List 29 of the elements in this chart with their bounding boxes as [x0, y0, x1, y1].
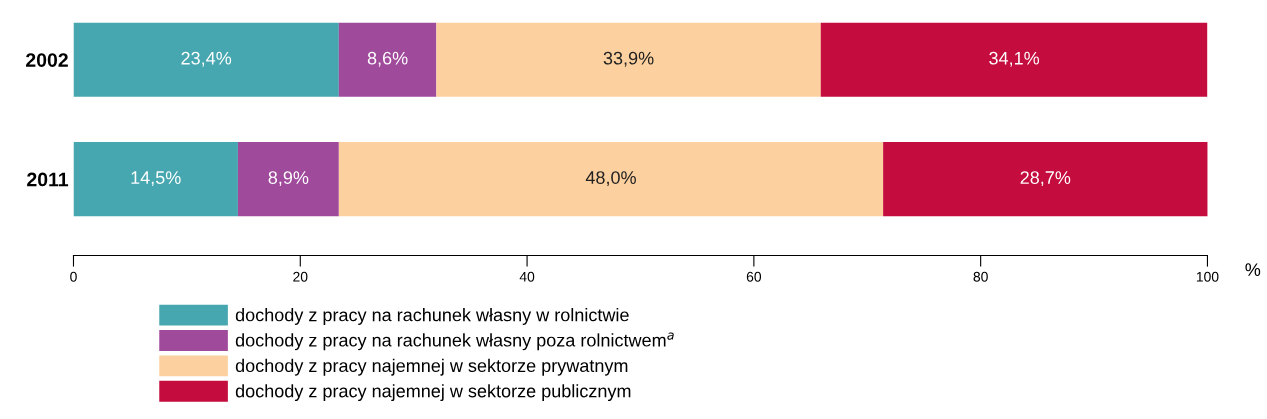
- legend-label: dochody z pracy najemnej w sektorze publicznym: [235, 384, 631, 401]
- data-label: 8,6%: [367, 51, 408, 67]
- bar: [73, 142, 238, 217]
- x-tick-label: 80: [973, 271, 988, 282]
- bar: [338, 142, 884, 217]
- data-label: 8,9%: [268, 171, 309, 187]
- data-label: 14,5%: [131, 171, 181, 187]
- data-label: 23,4%: [181, 51, 232, 67]
- y-tick-label: 2011: [27, 172, 69, 187]
- data-label: 34,1%: [989, 51, 1040, 67]
- x-tick-label: 0: [70, 271, 77, 282]
- data-label: 28,7%: [1020, 171, 1071, 187]
- x-tick-label: 20: [293, 271, 308, 282]
- x-tick-label: 100: [1196, 271, 1219, 282]
- data-label: 48,0%: [585, 171, 636, 187]
- legend-label: dochody z pracy na rachunek własny poza rolnictwem$^{a}$: [235, 332, 674, 351]
- bar: [73, 22, 339, 97]
- bar: [436, 22, 821, 97]
- legend-label: dochody z pracy najemnej w sektorze prywatnym: [235, 358, 628, 376]
- x-tick-label: 40: [519, 271, 535, 282]
- bar: [338, 22, 437, 97]
- y-tick-label: 2002: [26, 53, 68, 67]
- data-label: 33,9%: [603, 51, 654, 67]
- x-tick-label: 60: [746, 271, 762, 282]
- x-axis-title: %: [1245, 263, 1261, 276]
- bar: [883, 142, 1208, 217]
- bar: [237, 142, 339, 217]
- bar: [820, 22, 1208, 97]
- legend-label: dochody z pracy na rachunek własny w rolnictwie: [235, 308, 629, 325]
